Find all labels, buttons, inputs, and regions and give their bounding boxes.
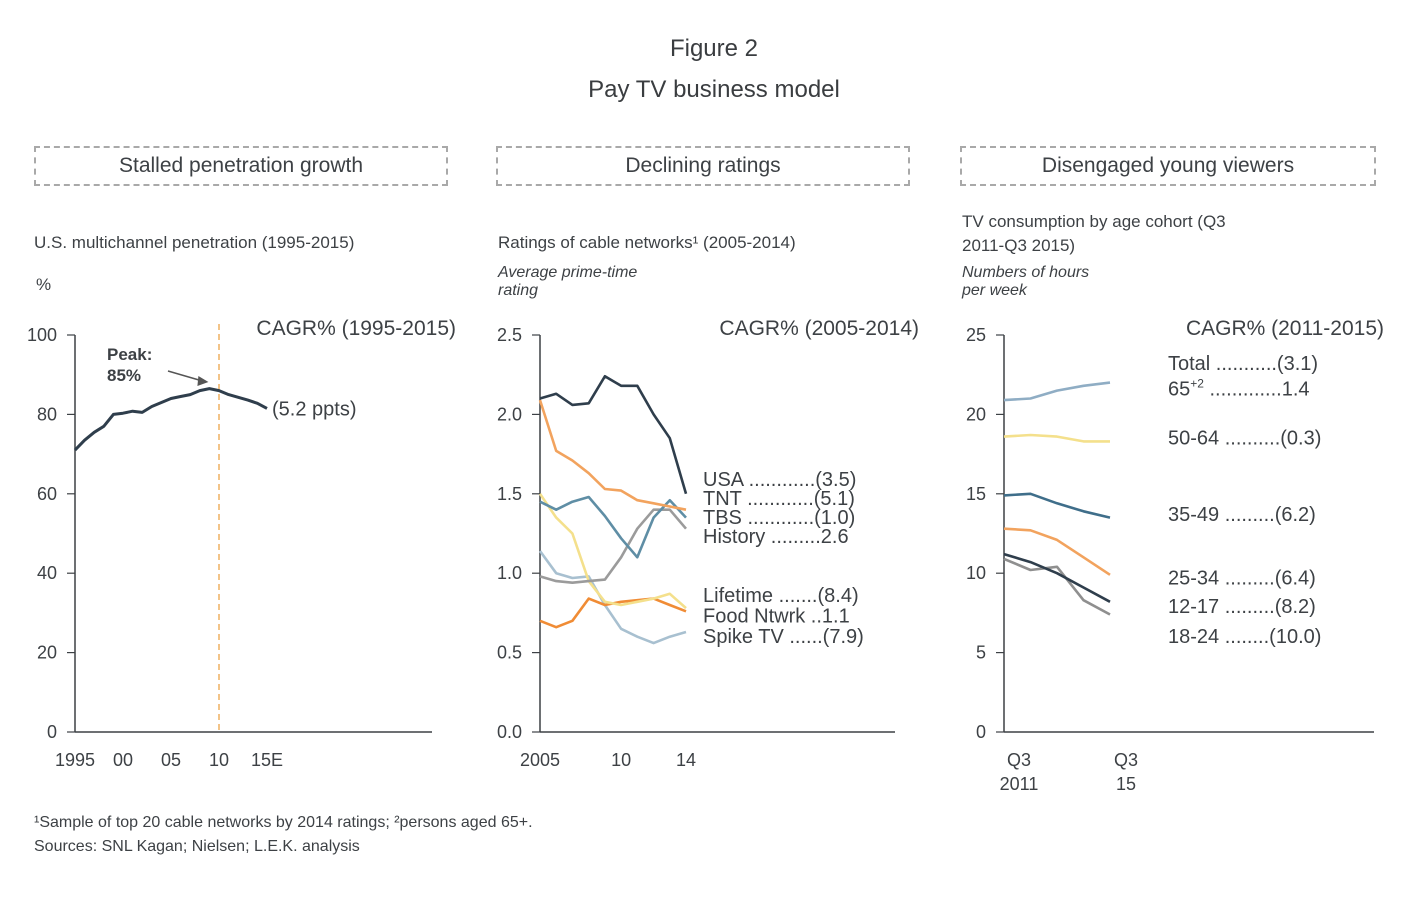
chart3-y-tick-label: 25 [966, 325, 986, 345]
figure-number: Figure 2 [669, 35, 759, 62]
chart2-series-label: Spike TV ......(7.9) [703, 626, 864, 648]
figure-title: Pay TV business model [588, 76, 840, 103]
chart3-y-tick-label: 5 [976, 643, 986, 663]
chart2-series-line-tbs [539, 495, 687, 559]
chart3-y-tick-label: 15 [966, 484, 986, 504]
chart1-y-tick-label: 20 [37, 643, 57, 663]
chart1-x-tick-label: 15E [251, 750, 283, 770]
panel1-unit: % [36, 275, 52, 294]
chart1-x-tick-label: 1995 [55, 750, 95, 770]
chart3-x-tick-label-line1: Q3 [1007, 750, 1031, 770]
panel1-header: Stalled penetration growth [34, 146, 448, 186]
panel3-header: Disengaged young viewers [960, 146, 1376, 186]
panel3-subtitle: TV consumption by age cohort (Q3 2011-Q3… [962, 212, 1226, 255]
chart2-series-line-lifetime [538, 493, 687, 610]
panel1-subtitle: U.S. multichannel penetration (1995-2015… [34, 233, 355, 252]
chart1-x-tick-label: 00 [113, 750, 133, 770]
chart1-y-tick-label: 100 [27, 325, 57, 345]
chart3-series-label: 18-24 ........(10.0) [1168, 626, 1321, 648]
chart2-series-label: Lifetime .......(8.4) [703, 585, 859, 607]
footnote: ¹Sample of top 20 cable networks by 2014… [34, 814, 533, 831]
chart3-series-line-18-24 [1003, 557, 1111, 616]
panel3-unit: Numbers of hours per week [962, 264, 1090, 299]
chart3-series-label: 65+2 .............1.4 [1168, 376, 1310, 400]
chart3-series-line-65plus [1003, 381, 1111, 402]
chart2-series-line-tnt [538, 399, 687, 511]
chart2-series-label: TBS ............(1.0) [703, 507, 855, 529]
chart2-y-tick-label: 2.5 [497, 325, 522, 345]
chart2-y-tick-label: 1.0 [497, 563, 522, 583]
chart1-cagr-value: (5.2 ppts) [272, 398, 356, 420]
chart2-series-line-history [539, 508, 687, 585]
panel2-header: Declining ratings [496, 146, 910, 186]
chart1-peak-annotation-line1: Peak: [107, 345, 152, 364]
chart3-y-tick-label: 0 [976, 722, 986, 742]
chart3-x-tick-label-line2: 15 [1116, 774, 1136, 794]
sources: Sources: SNL Kagan; Nielsen; L.E.K. anal… [34, 838, 360, 855]
chart3-series-line-35-49 [1003, 492, 1111, 519]
chart1-x-tick-label: 10 [209, 750, 229, 770]
chart2-y-tick-label: 1.5 [497, 484, 522, 504]
chart1-y-tick-label: 40 [37, 563, 57, 583]
chart1-series-line [73, 387, 268, 452]
chart1-y-tick-label: 60 [37, 484, 57, 504]
chart3-series-label: 12-17 .........(8.2) [1168, 596, 1316, 618]
chart2-y-tick-label: 0.0 [497, 722, 522, 742]
chart2-series-label: Food Ntwrk ..1.1 [703, 605, 850, 627]
chart1-peak-arrow [167, 370, 203, 382]
chart3-x-tick-label-line2: 2011 [1000, 774, 1039, 794]
chart2-x-tick-label: 10 [611, 750, 631, 770]
chart3-total-label: Total ...........(3.1) [1168, 353, 1318, 375]
chart3-cagr-header: CAGR% (2011-2015) [1186, 317, 1384, 340]
chart2-series-line-spike-tv [538, 550, 687, 645]
chart2-series-label: History .........2.6 [703, 526, 849, 548]
chart2-series-label: TNT ............(5.1) [703, 488, 855, 510]
chart2-x-tick-label: 14 [676, 750, 696, 770]
chart1-y-tick-label: 80 [37, 404, 57, 424]
chart2-series-label: USA ............(3.5) [703, 469, 856, 491]
panel2-unit: Average prime-time rating [498, 264, 638, 299]
chart3-series-line-25-34 [1003, 527, 1111, 576]
chart2-series-line-usa [539, 374, 688, 495]
chart1-peak-annotation-line2: 85% [107, 366, 141, 385]
chart1-x-tick-label: 05 [161, 750, 181, 770]
chart1-y-tick-label: 0 [47, 722, 57, 742]
chart3-series-label: 35-49 .........(6.2) [1168, 504, 1316, 526]
chart2-cagr-header: CAGR% (2005-2014) [719, 317, 919, 340]
chart3-series-line-12-17 [1003, 552, 1111, 603]
chart2-x-tick-label: 2005 [520, 750, 560, 770]
chart3-series-line-50-64 [1003, 433, 1110, 443]
chart3-y-tick-label: 20 [966, 404, 986, 424]
chart1-peak-arrowhead [197, 376, 209, 386]
panel2-subtitle: Ratings of cable networks¹ (2005-2014) [498, 233, 796, 252]
chart3-x-tick-label-line1: Q3 [1114, 750, 1138, 770]
chart3-y-tick-label: 10 [966, 563, 986, 583]
chart2-y-tick-label: 2.0 [497, 404, 522, 424]
chart3-series-label: 50-64 ..........(0.3) [1168, 428, 1321, 450]
chart3-series-label: 25-34 .........(6.4) [1168, 567, 1316, 589]
chart1-cagr-header: CAGR% (1995-2015) [256, 317, 456, 340]
chart2-y-tick-label: 0.5 [497, 643, 522, 663]
